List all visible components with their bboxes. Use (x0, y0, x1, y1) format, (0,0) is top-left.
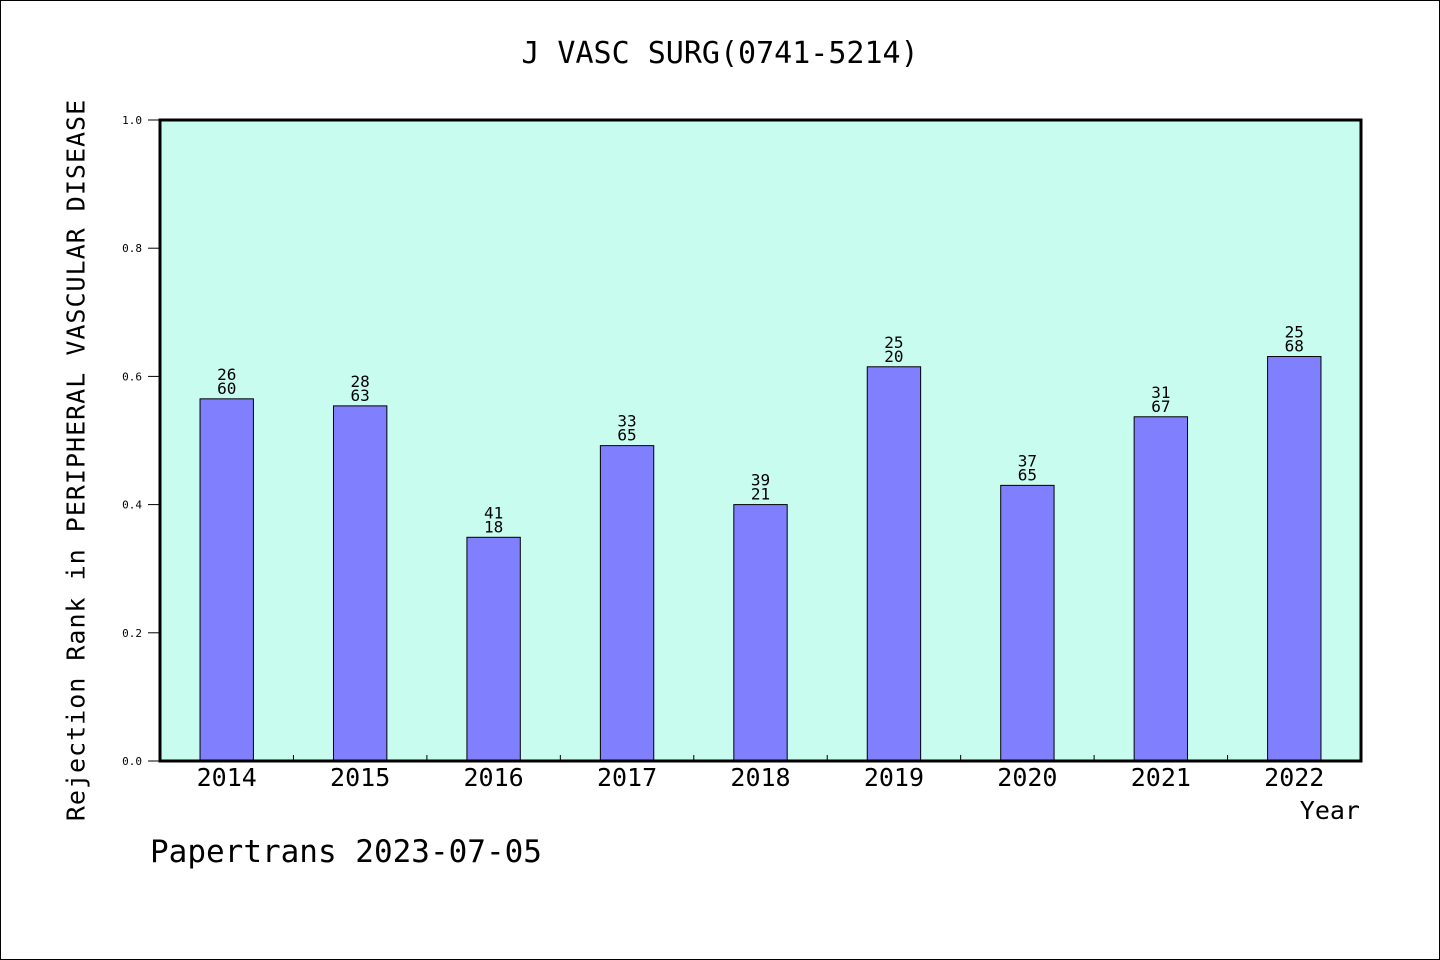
bar-label-bottom-2017: 65 (617, 426, 636, 445)
footer-stamp: Papertrans 2023-07-05 (150, 834, 542, 870)
bar-label-top-2015: 28 (351, 372, 370, 391)
bar-label-bottom-2016: 18 (484, 517, 503, 536)
x-tick-label-2018: 2018 (730, 763, 790, 792)
bar-label-top-2019: 25 (884, 333, 903, 352)
y-tick-label: 0.8 (122, 242, 142, 255)
x-tick-label-2020: 2020 (997, 763, 1057, 792)
bar-label-bottom-2015: 63 (351, 386, 370, 405)
bar-label-top-2021: 31 (1151, 383, 1170, 402)
bar-label-bottom-2014: 60 (217, 379, 236, 398)
bar-2016 (466, 536, 521, 762)
bar-label-top-2014: 26 (217, 365, 236, 384)
bar-label-bottom-2021: 67 (1151, 397, 1170, 416)
plot-border (158, 118, 1363, 763)
bar-2017 (599, 445, 655, 762)
y-tick-label: 0.2 (122, 627, 142, 640)
bar-label-top-2020: 37 (1018, 451, 1037, 470)
bar-label-top-2022: 25 (1285, 323, 1304, 342)
bar-2022 (1267, 356, 1322, 762)
bar-label-top-2017: 33 (617, 412, 636, 431)
x-tick-label-2022: 2022 (1264, 763, 1324, 792)
bar-2014 (199, 398, 254, 762)
y-tick-label: 0.6 (122, 370, 142, 383)
x-tick-label-2021: 2021 (1131, 763, 1191, 792)
bar-label-top-2018: 39 (751, 471, 770, 490)
x-tick-label-2017: 2017 (597, 763, 657, 792)
bar-label-top-2016: 41 (484, 503, 503, 522)
bar-label-bottom-2022: 68 (1285, 337, 1304, 356)
bar-2019 (866, 366, 922, 762)
bar-label-bottom-2020: 65 (1018, 465, 1037, 484)
x-tick-label-2014: 2014 (197, 763, 257, 792)
x-tick-label-2016: 2016 (464, 763, 524, 792)
chart-title: J VASC SURG(0741-5214) (521, 36, 919, 71)
bar-label-bottom-2019: 20 (884, 347, 903, 366)
bar-2015 (332, 405, 388, 762)
y-tick-label: 0.4 (122, 499, 142, 512)
y-tick-label: 1.0 (122, 114, 142, 127)
bar-2021 (1133, 416, 1189, 762)
x-tick-label-2015: 2015 (330, 763, 390, 792)
x-axis-label: Year (1299, 796, 1360, 825)
x-tick-label-2019: 2019 (864, 763, 924, 792)
bar-2018 (733, 504, 788, 762)
bar-label-bottom-2018: 21 (751, 485, 770, 504)
y-tick-label: 0.0 (122, 755, 142, 768)
bar-2020 (1000, 484, 1055, 762)
